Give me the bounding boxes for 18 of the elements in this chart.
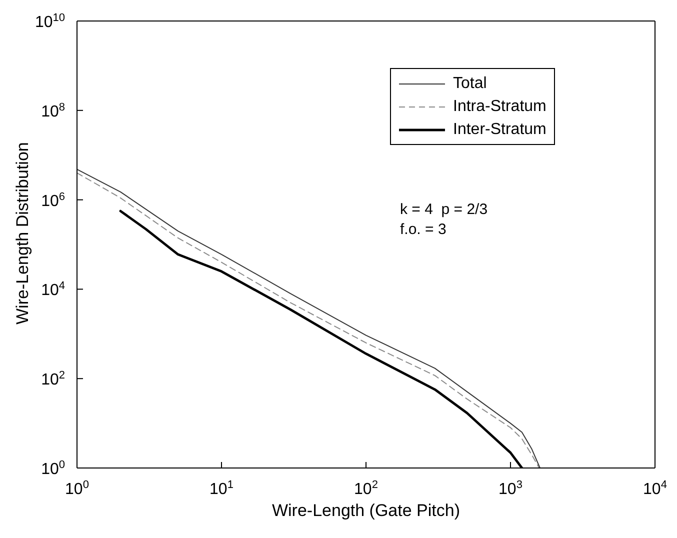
- y-tick-label: 10$^{6}$: [41, 190, 65, 210]
- y-tick-label: 10$^{8}$: [41, 101, 65, 120]
- y-tick-label: 10$^{10}$: [34, 12, 65, 31]
- y-tick-label: 10$^{0}$: [41, 459, 65, 478]
- x-tick-label: 10$^{0}$: [65, 479, 89, 498]
- annotation: f.o. = 3: [400, 221, 446, 238]
- x-tick-label: 10$^{1}$: [210, 479, 234, 498]
- legend-label: Total: [453, 74, 487, 92]
- y-axis-title: Wire-Length Distribution: [13, 142, 32, 324]
- annotation: k = 4 p = 2/3: [400, 201, 488, 218]
- legend-label: Intra-Stratum: [453, 98, 546, 116]
- x-tick-label: 10$^{2}$: [354, 479, 378, 498]
- legend-label: Inter-Stratum: [453, 120, 546, 138]
- y-tick-label: 10$^{4}$: [41, 280, 65, 300]
- x-axis-title: Wire-Length (Gate Pitch): [272, 501, 460, 520]
- y-tick-label: 10$^{2}$: [41, 370, 65, 389]
- x-tick-label: 10$^{4}$: [643, 479, 667, 498]
- x-tick-label: 10$^{3}$: [498, 479, 522, 498]
